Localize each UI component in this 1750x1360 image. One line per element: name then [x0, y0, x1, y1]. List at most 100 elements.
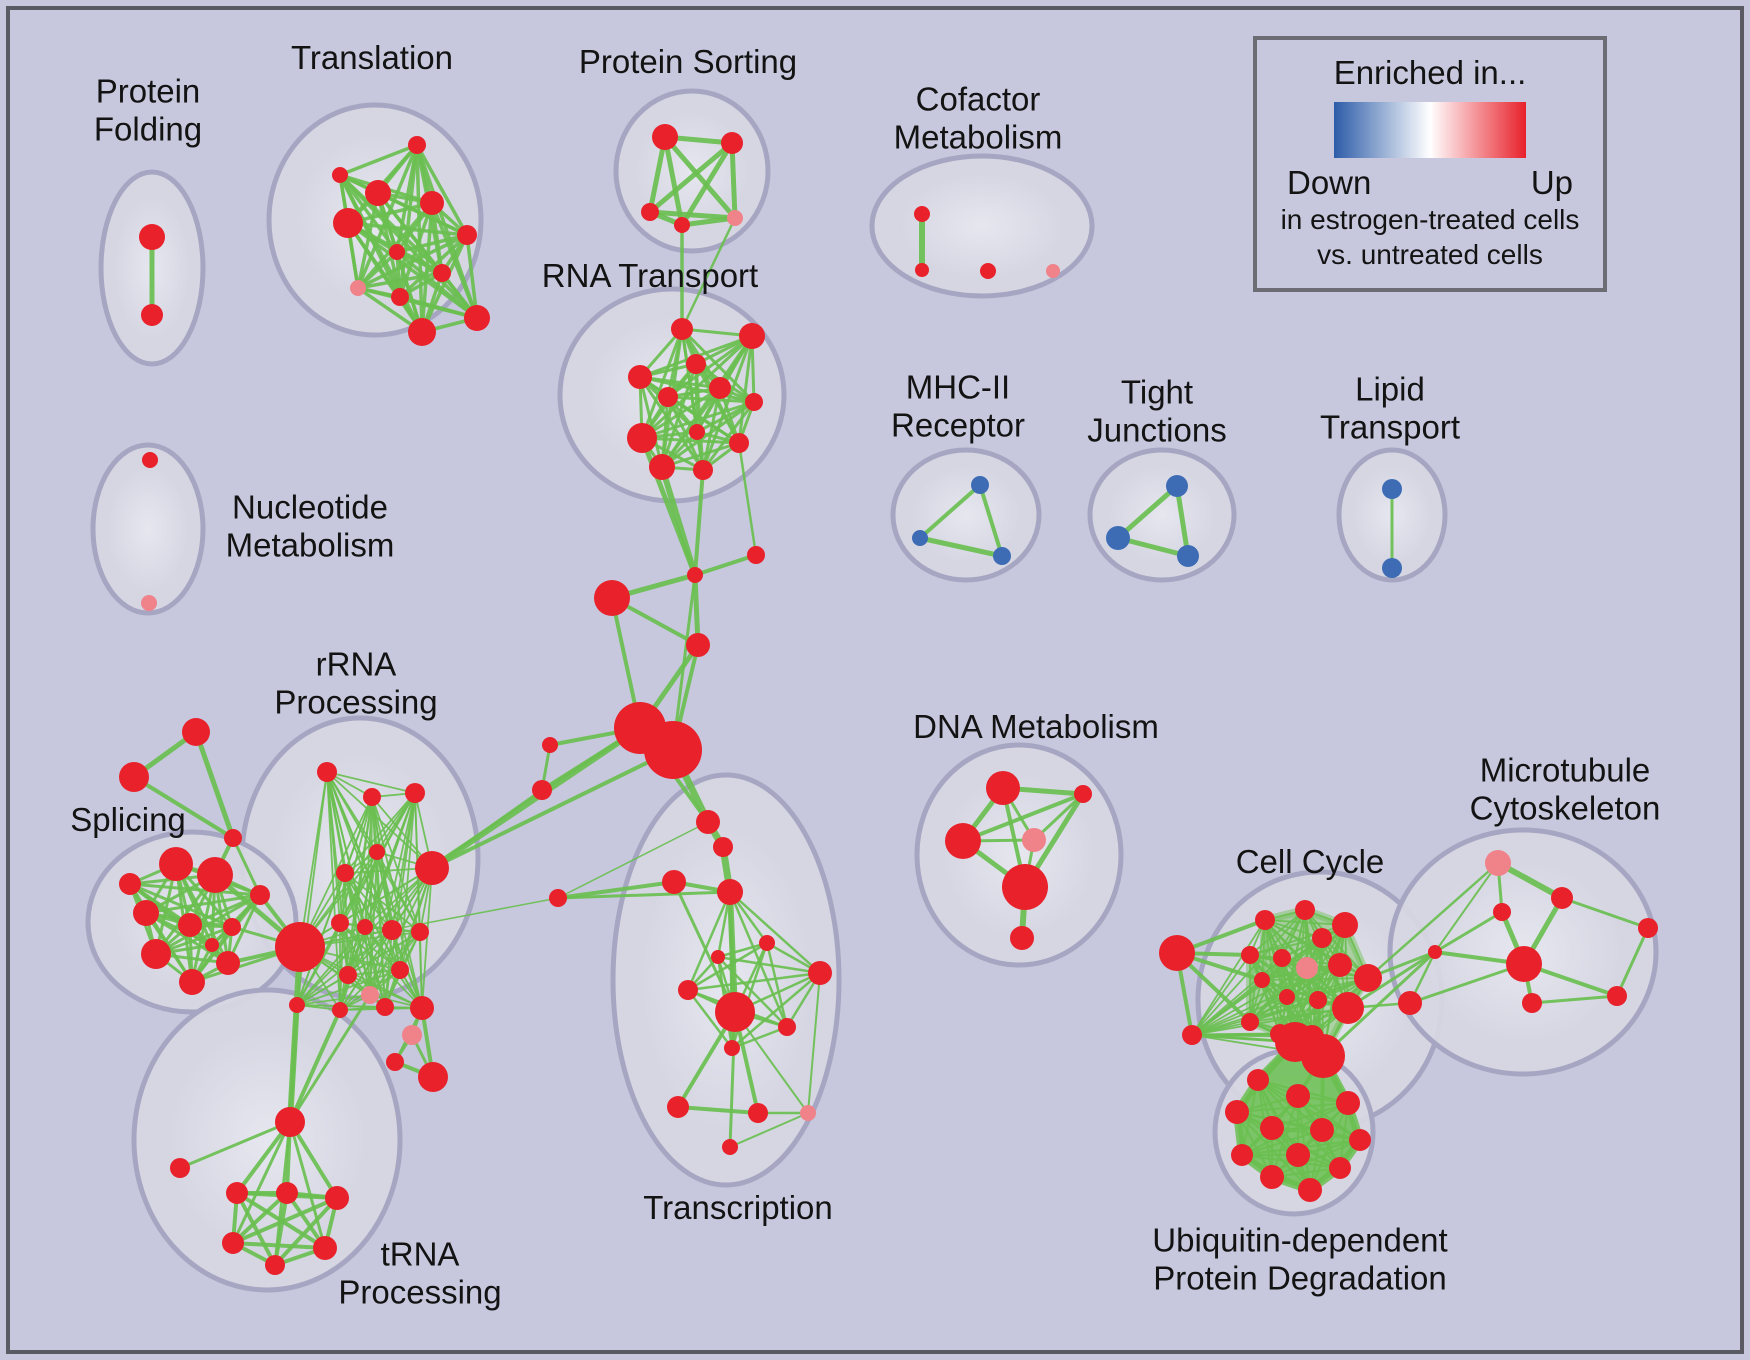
gene-set-node — [376, 998, 394, 1016]
cluster-ellipse-mhc — [890, 447, 1042, 583]
edge — [672, 880, 737, 1014]
gene-set-node — [713, 837, 733, 857]
gene-set-node — [1485, 850, 1511, 876]
edge — [384, 867, 433, 1008]
gene-set-node — [1231, 1144, 1253, 1166]
edge — [727, 889, 738, 1015]
legend-box: Enriched in... Down Up in estrogen-treat… — [1253, 36, 1607, 292]
cluster-label-mhc-ii-receptor: MHC-II Receptor — [891, 368, 1025, 444]
gene-set-node — [748, 1103, 768, 1123]
gene-set-node — [1295, 900, 1315, 920]
edge — [1311, 924, 1346, 1038]
edge — [1249, 924, 1346, 956]
gene-set-node — [405, 783, 425, 803]
gene-set-node — [1286, 1143, 1310, 1167]
edge — [338, 173, 424, 334]
edge — [729, 1112, 809, 1148]
edge — [640, 436, 741, 445]
edge — [1241, 1129, 1323, 1156]
edge — [296, 994, 371, 1006]
gene-set-node — [1310, 1118, 1334, 1142]
edge — [344, 792, 416, 874]
edge — [231, 836, 262, 897]
edge — [640, 400, 756, 440]
edge — [1434, 862, 1499, 953]
gene-set-node — [594, 580, 630, 616]
edge — [338, 173, 469, 237]
edge — [1249, 954, 1349, 1009]
gene-set-node — [674, 217, 690, 233]
gene-set-node — [317, 762, 337, 782]
cluster-label-splicing: Splicing — [70, 800, 186, 838]
gene-set-node — [1254, 972, 1270, 988]
gene-set-node — [1301, 1034, 1345, 1078]
gene-set-node — [389, 244, 405, 260]
edge — [344, 872, 421, 933]
gene-set-node — [759, 935, 775, 951]
gene-set-node — [141, 595, 157, 611]
gene-set-node — [717, 879, 743, 905]
gene-set-node — [1255, 910, 1275, 930]
edge — [1249, 967, 1308, 1023]
gene-set-node — [325, 1186, 349, 1210]
edge — [296, 867, 433, 1006]
edge — [978, 483, 1004, 558]
edge — [961, 792, 1085, 843]
gene-set-node — [133, 900, 159, 926]
legend-subtitle-line1: in estrogen-treated cells — [1280, 204, 1580, 235]
edge — [686, 988, 734, 1050]
gene-set-node — [800, 1105, 816, 1121]
gene-set-node — [276, 1182, 298, 1204]
gene-set-node — [1332, 992, 1364, 1024]
gene-set-node — [739, 323, 765, 349]
edge — [1297, 1095, 1311, 1191]
gene-set-node — [729, 433, 749, 453]
gene-set-node — [722, 1139, 738, 1155]
gene-set-node — [1286, 1084, 1310, 1108]
gene-set-node — [333, 208, 363, 238]
edge — [356, 143, 419, 290]
gene-set-node — [332, 1002, 348, 1018]
gene-set-node — [1241, 946, 1259, 964]
edge — [288, 993, 372, 1124]
gene-set-node — [628, 365, 652, 389]
edge — [1191, 909, 1306, 1036]
cluster-label-ubiquitin-degradation: Ubiquitin-dependent Protein Degradation — [1152, 1221, 1448, 1297]
edge — [917, 535, 1005, 559]
edge — [231, 1241, 327, 1250]
edge — [178, 1120, 292, 1170]
edge — [734, 1011, 809, 1114]
gene-set-node — [350, 280, 366, 296]
edge — [1346, 950, 1437, 1010]
edge — [347, 929, 393, 976]
edge — [376, 851, 421, 933]
gene-set-node — [1074, 785, 1092, 803]
cluster-label-microtubule-cytoskeleton: Microtubule Cytoskeleton — [1469, 751, 1661, 827]
cluster-label-trna-processing: tRNA Processing — [338, 1235, 502, 1311]
gene-set-node — [1312, 928, 1332, 948]
edge — [729, 140, 738, 221]
gene-set-node — [182, 718, 210, 746]
gene-set-node — [1241, 1013, 1259, 1031]
cluster-label-cofactor-metabolism: Cofactor Metabolism — [893, 80, 1063, 156]
edge — [765, 941, 789, 1029]
gene-set-node — [1046, 264, 1060, 278]
edge — [465, 233, 479, 320]
edge — [299, 897, 559, 948]
edge — [296, 969, 401, 1006]
cluster-label-tight-junctions: Tight Junctions — [1087, 373, 1227, 449]
gene-set-node — [652, 124, 678, 150]
gene-set-node — [971, 476, 989, 494]
edge — [326, 771, 416, 794]
gene-set-node — [265, 1255, 285, 1275]
gene-set-node — [1354, 964, 1382, 992]
edge — [1560, 896, 1650, 930]
gene-set-node — [408, 318, 436, 346]
edge — [1615, 926, 1650, 998]
gene-set-node — [226, 1182, 248, 1204]
cluster-label-protein-folding: Protein Folding — [93, 72, 203, 148]
gene-set-node — [727, 210, 743, 226]
edge — [701, 386, 722, 472]
gene-set-node — [542, 737, 558, 753]
edge — [1304, 909, 1349, 1009]
